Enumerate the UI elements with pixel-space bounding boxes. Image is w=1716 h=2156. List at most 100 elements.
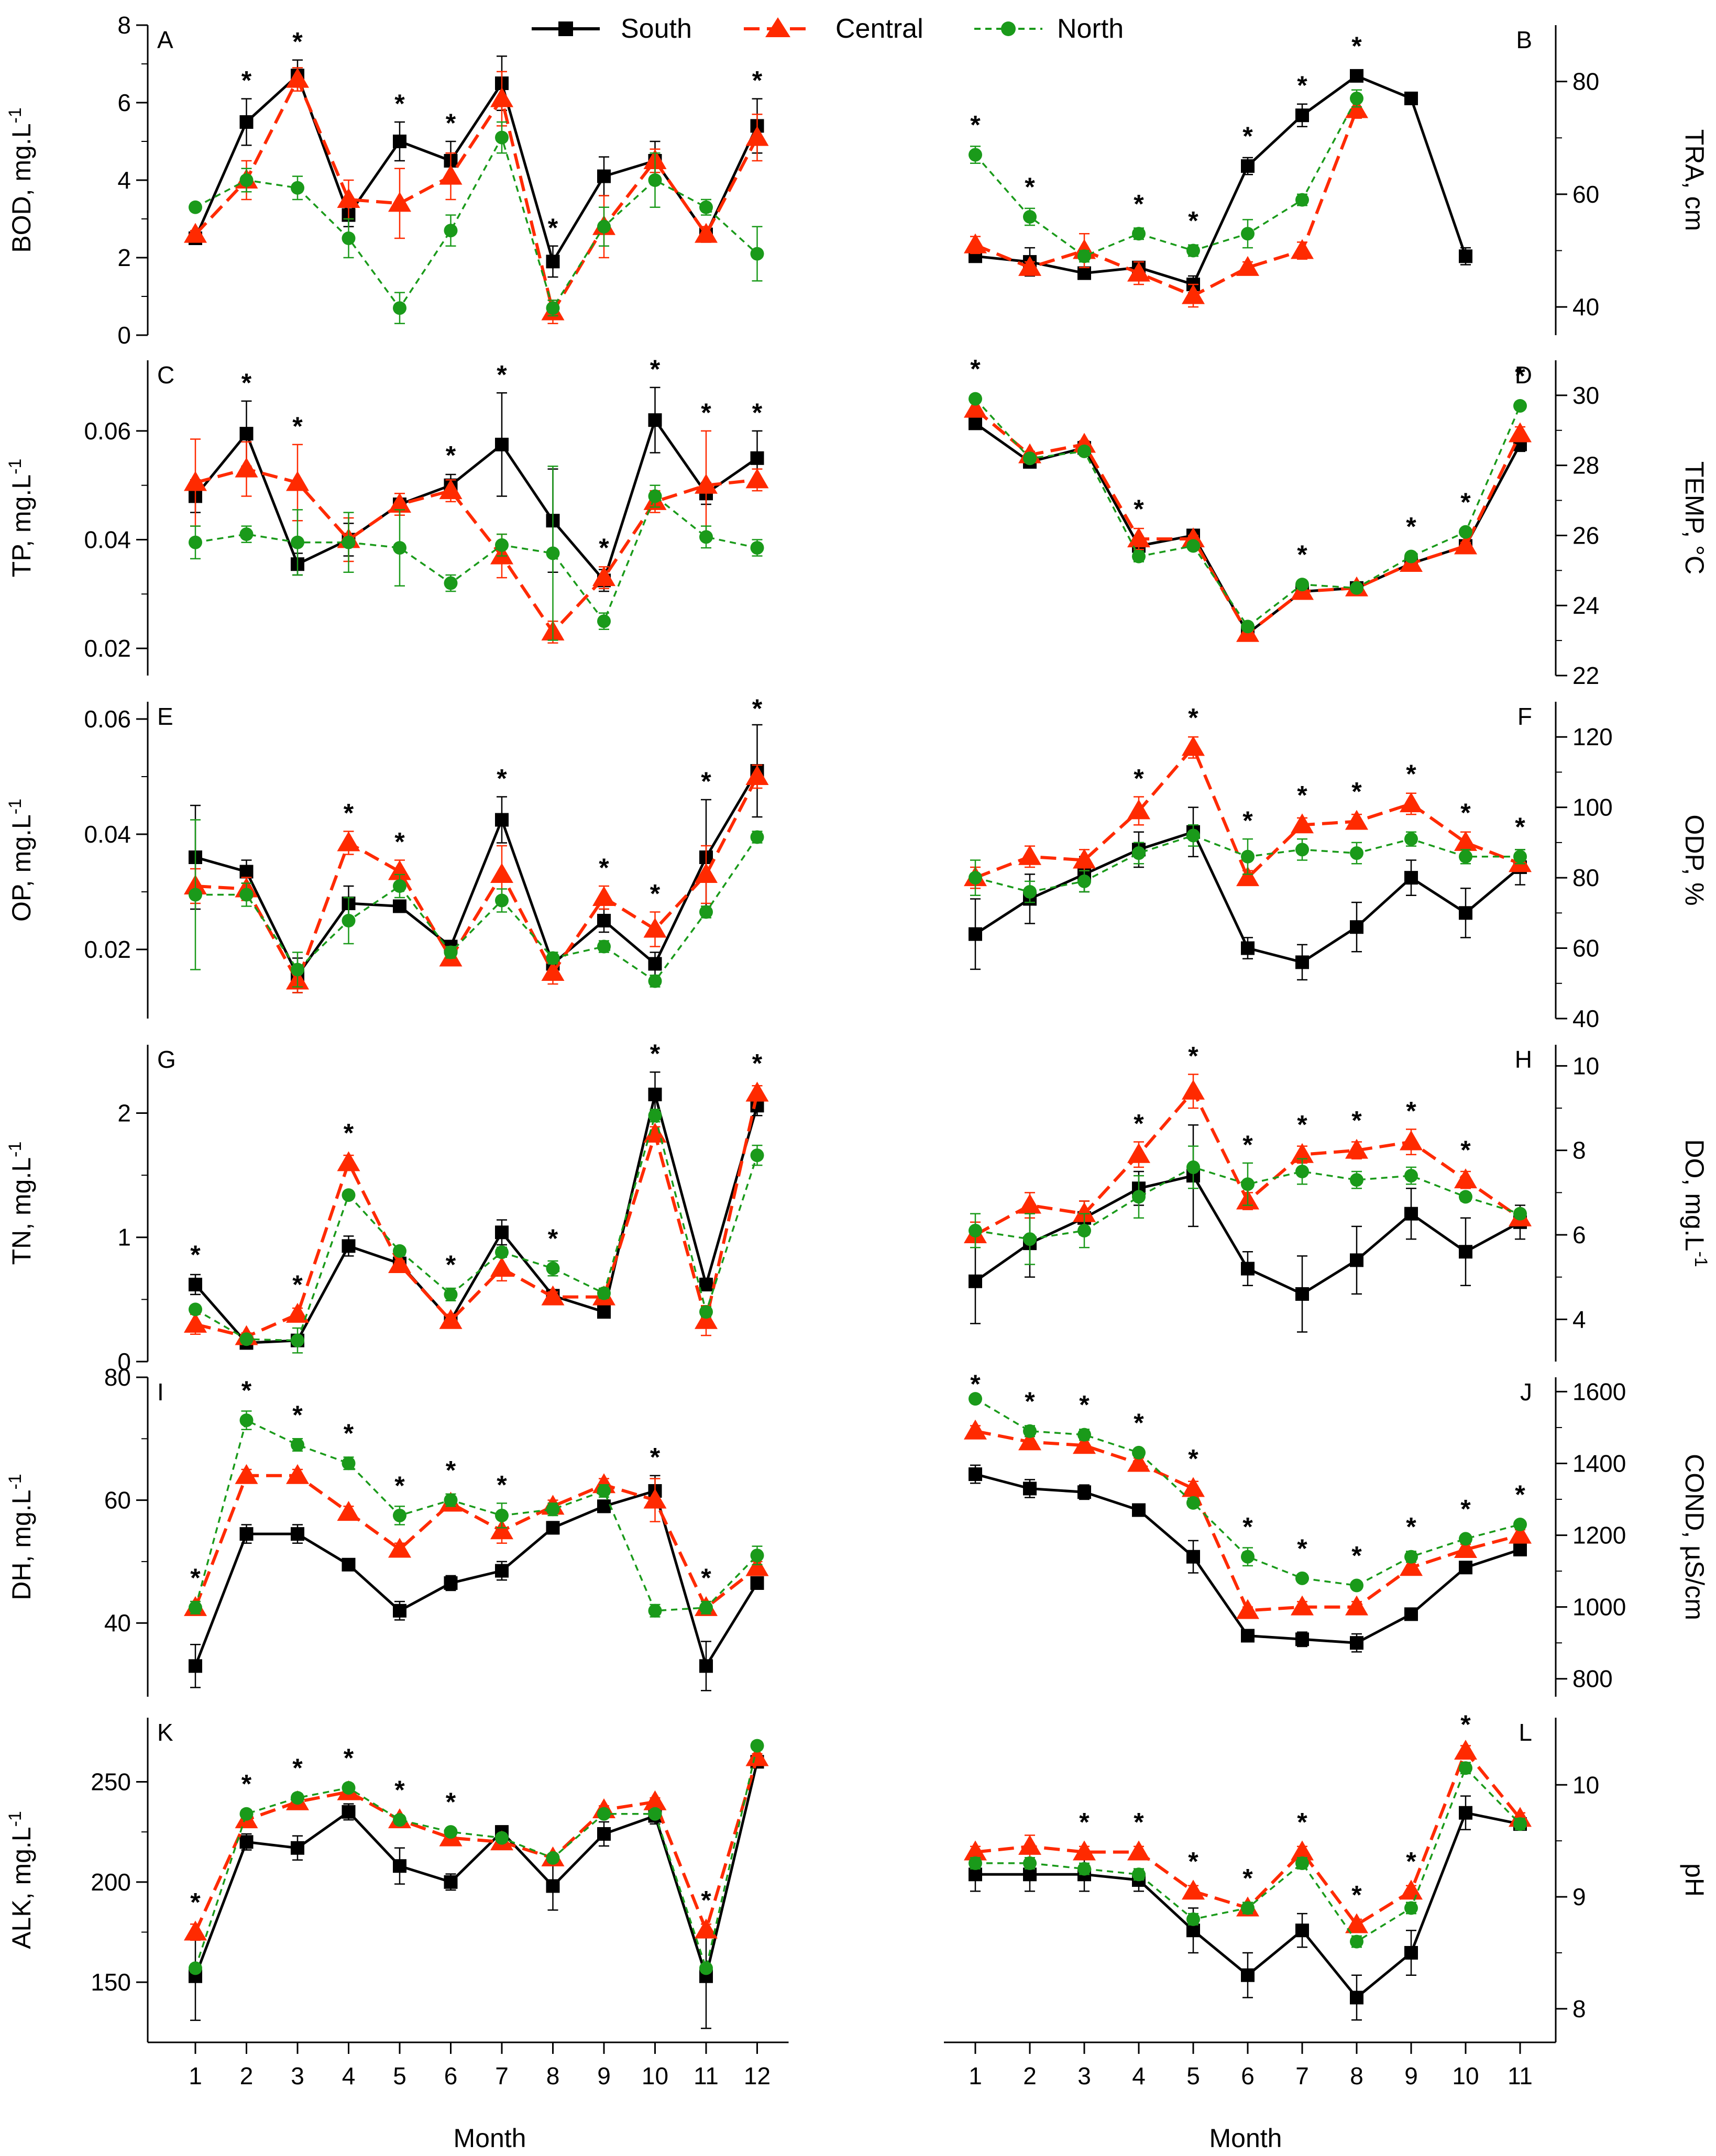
significance-star: *	[1515, 361, 1525, 391]
significance-star: *	[1297, 1110, 1307, 1140]
significance-star: *	[497, 1470, 507, 1499]
data-point	[286, 1302, 309, 1323]
data-point	[388, 860, 411, 880]
x-tick-label: 5	[393, 2062, 406, 2089]
y-tick-label: 0.04	[84, 821, 131, 848]
data-point	[1291, 1143, 1314, 1163]
data-point	[1023, 209, 1037, 224]
data-point	[235, 1464, 258, 1484]
significance-star: *	[446, 1456, 456, 1485]
data-point	[342, 1557, 356, 1572]
panel-letter-b: B	[1516, 26, 1532, 53]
data-point	[495, 1564, 509, 1578]
y-tick-label: 1400	[1572, 1450, 1626, 1477]
data-point	[239, 427, 254, 441]
data-point	[1291, 239, 1314, 259]
data-point	[1291, 1840, 1314, 1861]
significance-star: *	[1134, 1808, 1144, 1837]
y-tick-label: 28	[1572, 452, 1599, 479]
data-point	[1459, 1245, 1472, 1259]
data-point	[235, 457, 258, 478]
significance-star: *	[1406, 1512, 1416, 1542]
data-point	[750, 1549, 764, 1563]
data-point	[969, 416, 982, 430]
data-point	[699, 1961, 713, 1975]
y-axis-title-i: DH, mg.L-1	[5, 1474, 36, 1600]
data-point	[291, 1333, 304, 1347]
data-point	[495, 1245, 509, 1259]
data-point	[750, 247, 764, 261]
data-point	[699, 1277, 713, 1291]
series-line	[974, 398, 1521, 628]
data-point	[1186, 244, 1200, 258]
data-point	[750, 830, 764, 844]
y-tick-label: 24	[1572, 592, 1599, 619]
series-north-j	[969, 1392, 1527, 1593]
data-point	[1350, 1991, 1363, 2005]
y-axis-title-d: TEMP, °C	[1680, 461, 1709, 574]
data-point	[964, 397, 987, 418]
data-point	[695, 223, 718, 243]
significance-star: *	[1079, 1808, 1090, 1837]
significance-star: *	[1079, 1390, 1090, 1420]
y-tick-label: 8	[1572, 1995, 1586, 2022]
significance-star: *	[292, 1753, 303, 1783]
significance-star: *	[497, 360, 507, 389]
data-point	[1404, 1901, 1418, 1915]
data-point	[291, 535, 304, 549]
series-central-k	[184, 1746, 769, 1941]
significance-star: *	[1242, 121, 1253, 151]
data-point	[1513, 399, 1527, 413]
x-tick-label: 4	[1132, 2062, 1146, 2089]
series-line	[195, 776, 759, 983]
data-point	[189, 1600, 202, 1615]
data-point	[439, 164, 463, 185]
data-point	[597, 1499, 611, 1513]
data-point	[291, 1438, 304, 1452]
significance-star: *	[548, 1224, 558, 1253]
data-point	[444, 945, 458, 959]
y-axis-title-c: TP, mg.L-1	[5, 459, 36, 578]
data-point	[239, 1807, 254, 1821]
series-line	[194, 418, 758, 582]
data-point	[969, 1392, 982, 1406]
data-point	[184, 471, 207, 491]
data-point	[592, 566, 615, 587]
panel-letter-c: C	[157, 361, 174, 389]
data-point	[1350, 91, 1363, 105]
data-point	[1295, 843, 1309, 857]
data-point	[1132, 1503, 1146, 1517]
y-axis-title-b: TRA, cm	[1680, 129, 1709, 231]
significance-star: *	[394, 827, 405, 857]
data-point	[1350, 1173, 1363, 1187]
data-point	[1023, 451, 1037, 466]
data-point	[1077, 1485, 1091, 1499]
data-point	[1295, 1856, 1309, 1870]
data-point	[1509, 422, 1532, 443]
significance-star: *	[1188, 206, 1198, 236]
data-point	[490, 1257, 513, 1277]
data-point	[648, 173, 662, 187]
data-point	[1459, 906, 1472, 920]
panel-f: 40 60 80 100 120 ODP, % F * * * * * * * *	[964, 702, 1709, 1032]
data-point	[592, 886, 615, 906]
data-point	[388, 192, 411, 212]
data-point	[1241, 1262, 1255, 1276]
data-point	[648, 974, 662, 988]
y-tick-label: 1200	[1572, 1522, 1626, 1549]
x-tick-label: 12	[744, 2062, 771, 2089]
panel-a: 0 2 4 6 8 BOD, mg.L-1 A * * * * * *	[5, 12, 769, 349]
data-point	[1509, 1523, 1532, 1544]
significance-star: *	[1297, 1534, 1307, 1563]
significance-star: *	[241, 1770, 252, 1799]
y-tick-label: 60	[1572, 181, 1599, 208]
data-point	[745, 1556, 769, 1576]
data-point	[239, 888, 254, 902]
data-point	[1459, 249, 1472, 263]
x-axis-title-right: Month	[1209, 2124, 1282, 2153]
series-south-k	[189, 1755, 764, 2029]
data-point	[969, 1223, 982, 1237]
significance-star: *	[1351, 1106, 1362, 1135]
significance-star: *	[1188, 703, 1198, 732]
